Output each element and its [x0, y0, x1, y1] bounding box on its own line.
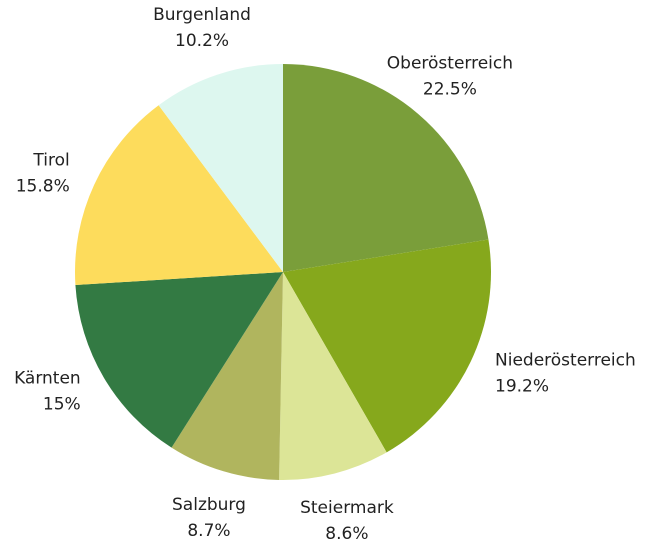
pie-slice: [75, 105, 283, 286]
slice-value-label: 10.2%: [175, 31, 229, 51]
slice-label: Tirol: [32, 150, 69, 170]
slice-value-label: 22.5%: [423, 80, 477, 100]
pie-slice: [171, 272, 283, 480]
slice-label: Steiermark: [300, 498, 394, 518]
slice-value-label: 15%: [43, 395, 81, 415]
slice-label: Oberösterreich: [387, 54, 513, 74]
slice-label: Niederösterreich: [495, 350, 636, 370]
slice-label: Kärnten: [14, 369, 81, 389]
slice-value-label: 8.7%: [187, 521, 230, 541]
pie-slice: [283, 239, 492, 453]
pie-slice: [158, 64, 283, 272]
pie-slice: [283, 64, 489, 272]
slice-value-label: 8.6%: [325, 524, 368, 544]
slice-label: Burgenland: [153, 5, 251, 25]
pie-slice: [75, 272, 284, 448]
slice-value-label: 15.8%: [16, 176, 70, 196]
slice-value-label: 19.2%: [495, 376, 549, 396]
slice-label: Salzburg: [172, 495, 246, 515]
pie-slice: [279, 272, 387, 480]
